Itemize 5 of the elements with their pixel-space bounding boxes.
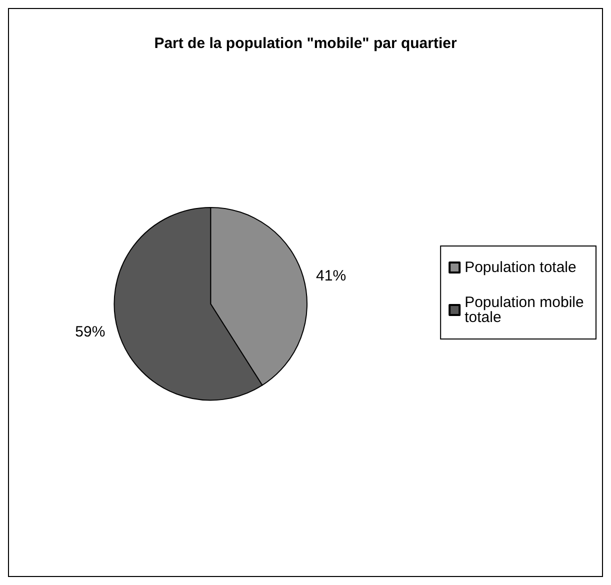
legend-label: Population totale <box>464 259 576 276</box>
data-label: 41% <box>316 267 346 284</box>
legend-label: Population mobile totale <box>464 294 588 326</box>
chart-title: Part de la population "mobile" par quartier <box>154 35 457 52</box>
data-label: 59% <box>75 323 106 340</box>
